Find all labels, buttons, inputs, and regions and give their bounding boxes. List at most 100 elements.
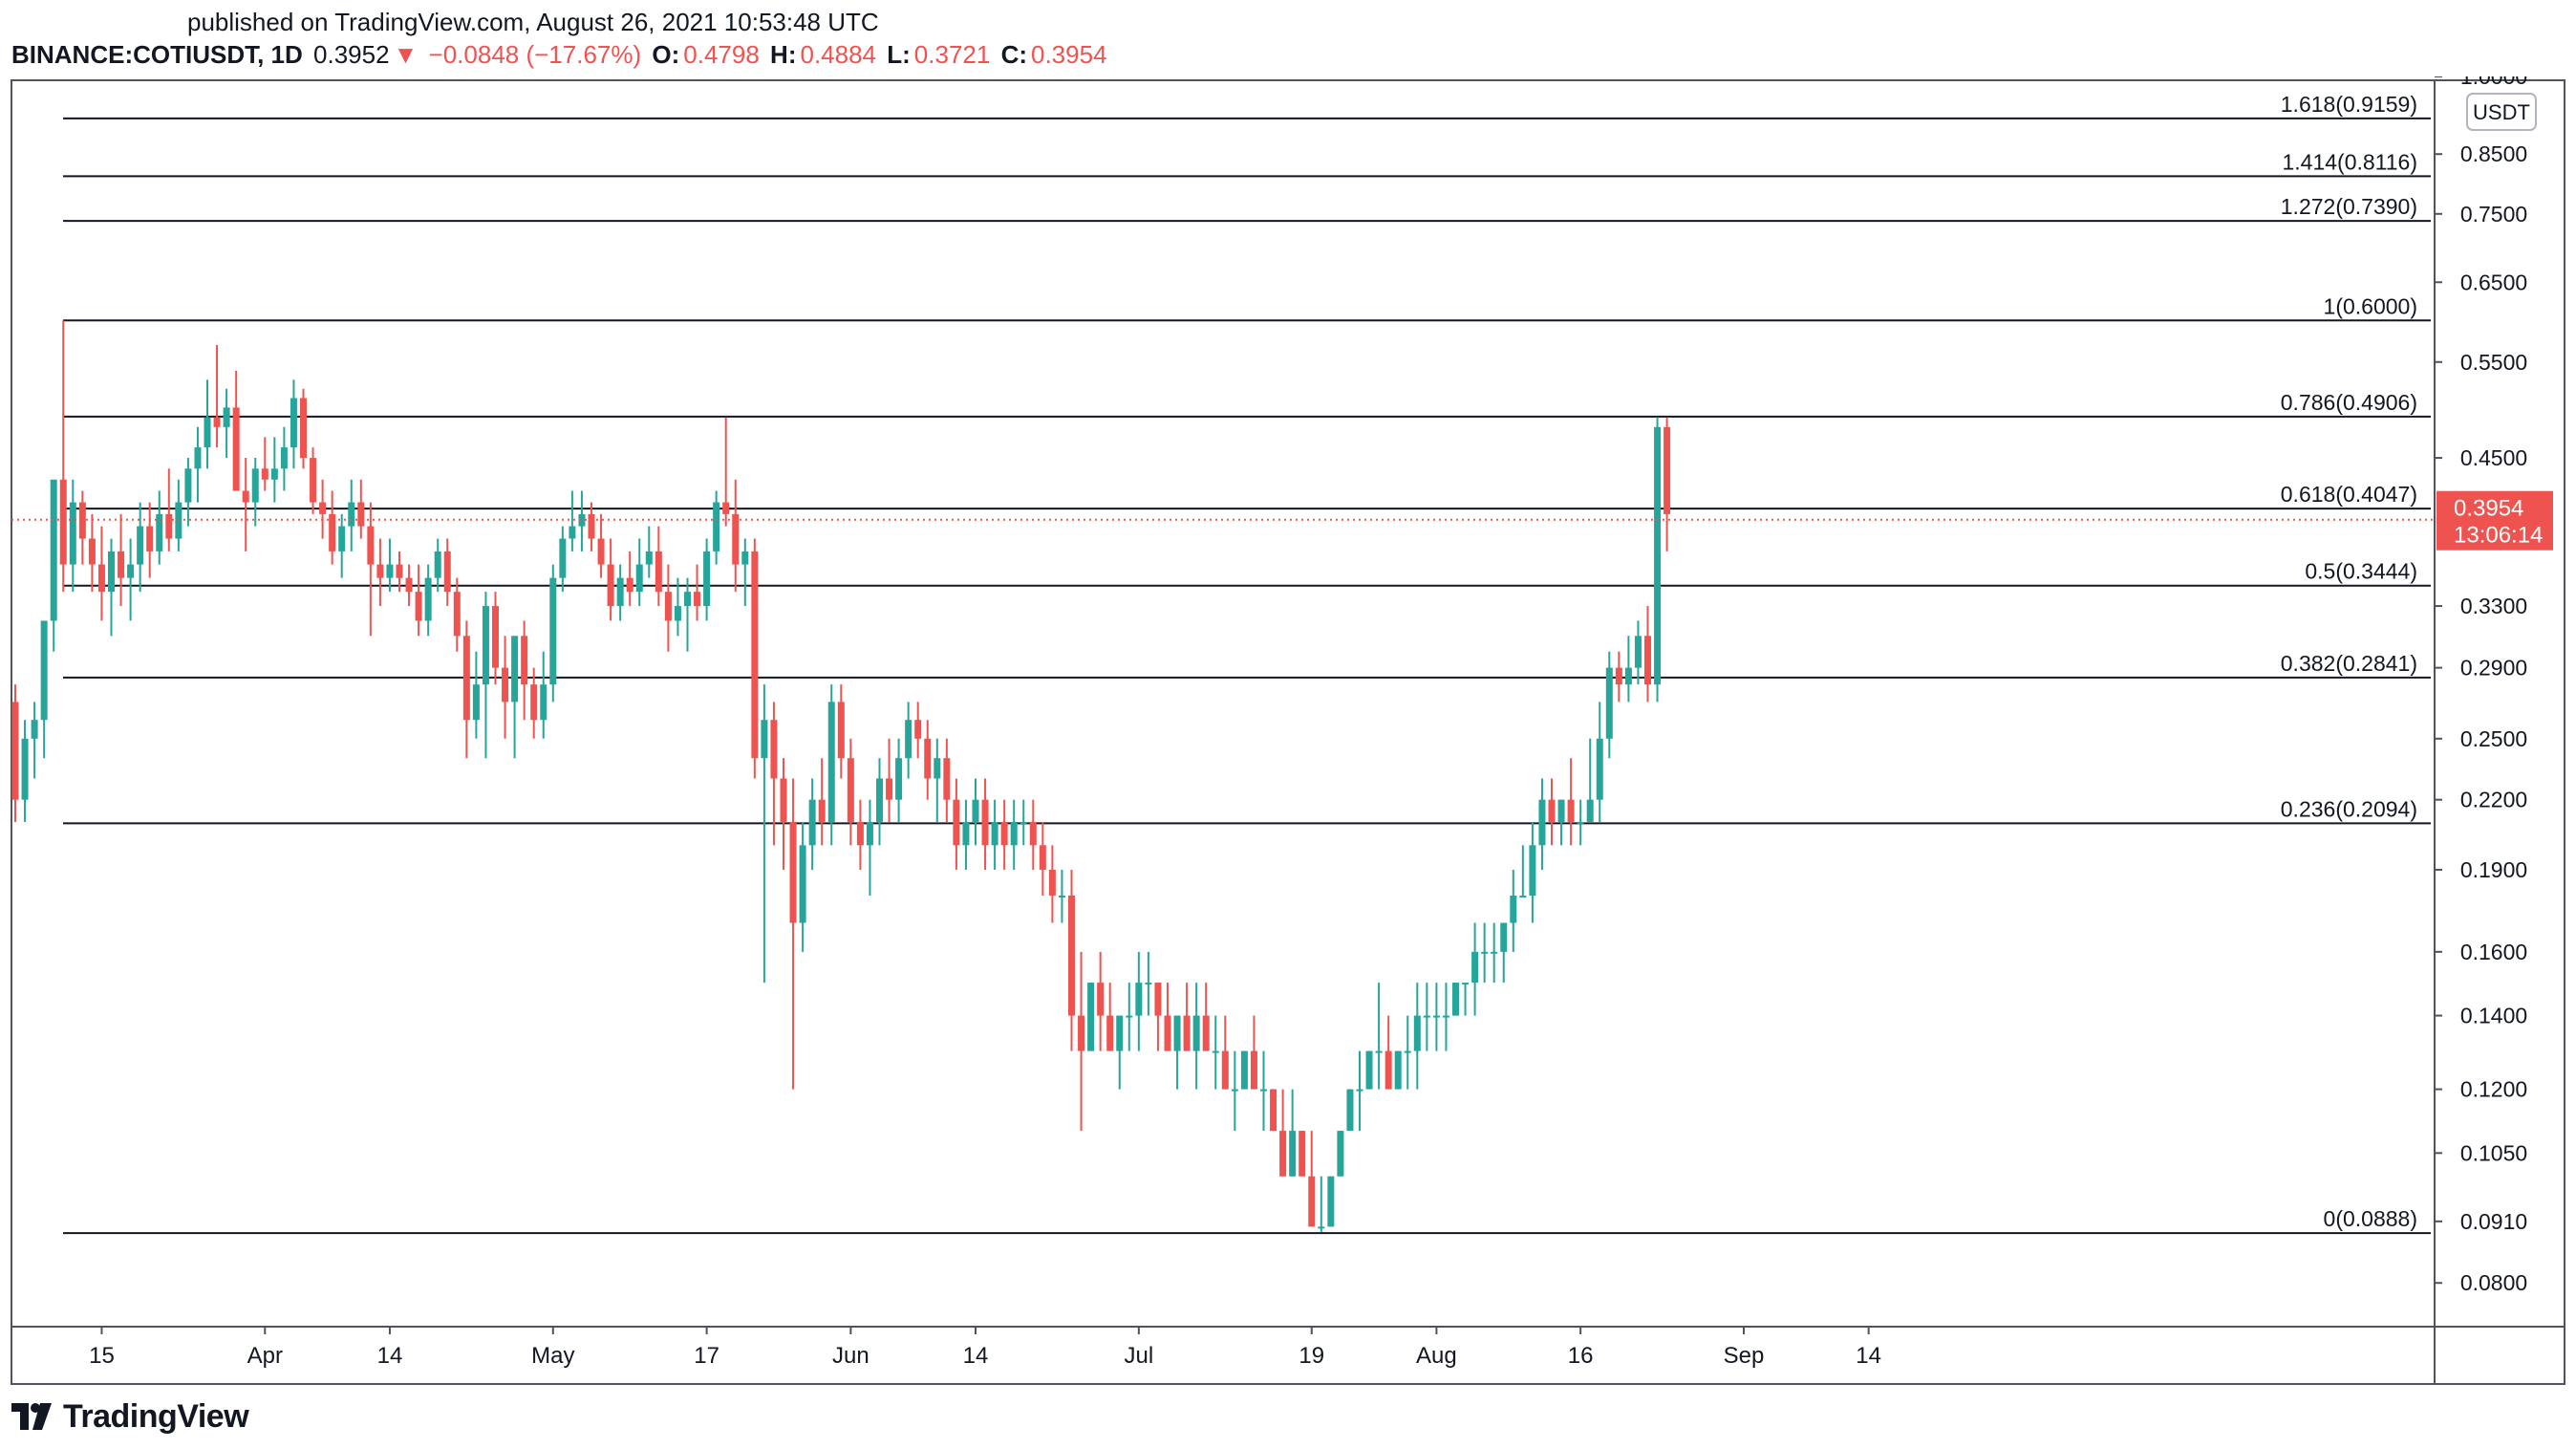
- candle-body: [1308, 1176, 1316, 1227]
- candle: [270, 437, 278, 503]
- candle-body: [40, 620, 48, 721]
- time-axis[interactable]: 15 Apr 14 May 17 Jun 14 Jul 19 Aug 16 Sep 14: [89, 1327, 1881, 1369]
- currency-badge[interactable]: USDT: [2466, 93, 2537, 131]
- candle: [1327, 1176, 1335, 1227]
- candle-body: [1087, 983, 1095, 1051]
- candle: [405, 564, 413, 607]
- candle-body: [270, 468, 278, 480]
- candle-body: [242, 490, 249, 503]
- candle: [1586, 738, 1594, 822]
- candle-body: [137, 526, 144, 565]
- candle-body: [761, 720, 768, 759]
- candle: [827, 684, 835, 846]
- candle: [626, 551, 633, 607]
- candle: [895, 738, 903, 822]
- candle: [722, 417, 730, 527]
- price-chart[interactable]: 1.618(0.9159) 1.414(0.8116) 1.272(0.7390) 1…: [0, 76, 2576, 1395]
- candle: [799, 821, 806, 952]
- candle-body: [1510, 895, 1517, 923]
- candle: [1654, 417, 1662, 703]
- fib-level-label: 0.236(0.2094): [2281, 796, 2417, 821]
- candle: [1087, 983, 1095, 1051]
- candle-body: [1231, 1089, 1238, 1092]
- candle-body: [540, 684, 547, 721]
- candle-body: [511, 636, 519, 703]
- candle: [1375, 983, 1383, 1090]
- candle: [396, 551, 403, 593]
- candle: [1413, 983, 1421, 1090]
- candle: [1029, 799, 1037, 870]
- candle-body: [530, 684, 538, 721]
- candle-countdown: 13:06:14: [2454, 523, 2543, 549]
- candle-body: [991, 821, 998, 846]
- candle: [1126, 983, 1133, 1051]
- candle: [213, 344, 221, 448]
- fib-level-label: 0.618(0.4047): [2281, 482, 2417, 507]
- candle-body: [1116, 1015, 1124, 1051]
- candle: [876, 758, 883, 846]
- candle: [1221, 1015, 1229, 1090]
- price-tick-label: 0.1900: [2460, 857, 2527, 882]
- candle: [146, 502, 154, 578]
- candle-body: [453, 592, 461, 637]
- candle-body: [482, 606, 489, 685]
- candle: [780, 758, 787, 870]
- tradingview-logo[interactable]: TradingView: [11, 1395, 249, 1438]
- candle-body: [866, 821, 873, 846]
- candle-body: [1462, 983, 1470, 985]
- candle-body: [59, 479, 67, 565]
- price-tick-label: 0.1600: [2460, 940, 2527, 964]
- candle-body: [1432, 1015, 1440, 1018]
- price-tick-label: 0.8500: [2460, 141, 2527, 166]
- candle-body: [876, 778, 883, 822]
- candle-body: [559, 538, 567, 578]
- candle: [59, 320, 67, 593]
- candle-body: [1279, 1131, 1287, 1177]
- candle: [1462, 983, 1470, 1016]
- candle-body: [924, 738, 932, 779]
- time-tick-label: Sep: [1724, 1343, 1765, 1369]
- candle: [1423, 983, 1430, 1051]
- candle: [1145, 951, 1152, 1016]
- candle-body: [962, 821, 970, 846]
- candle: [1289, 1089, 1297, 1177]
- price-tick-label: 1.0000: [2460, 76, 2527, 89]
- candle-body: [319, 502, 327, 514]
- candle-body: [1202, 1015, 1210, 1051]
- candle: [761, 684, 768, 984]
- price-axis[interactable]: 1.0000 0.8500 0.7500 0.6500 0.5500 0.4500 0.33…: [2435, 76, 2527, 1295]
- symbol-label[interactable]: BINANCE:COTIUSDT, 1D: [11, 40, 303, 69]
- candle-body: [204, 417, 211, 448]
- candle: [1452, 983, 1459, 1016]
- candle: [645, 526, 653, 578]
- open-value: 0.4798: [683, 40, 760, 69]
- candle: [943, 738, 951, 822]
- candle-body: [1577, 821, 1584, 824]
- low-label: L:: [887, 40, 911, 69]
- candle-body: [808, 799, 816, 846]
- time-tick-label: 14: [377, 1343, 403, 1369]
- close-label: C:: [1000, 40, 1027, 69]
- fib-level-label: 0.5(0.3444): [2305, 559, 2417, 584]
- candle: [1510, 869, 1517, 952]
- candle-body: [434, 551, 441, 578]
- candle: [905, 702, 912, 779]
- candle: [914, 702, 922, 759]
- open-label: O:: [652, 40, 680, 69]
- fibonacci-levels[interactable]: 1.618(0.9159) 1.414(0.8116) 1.272(0.7390) 1…: [63, 92, 2431, 1235]
- price-tick-label: 0.0910: [2460, 1209, 2527, 1234]
- candle-body: [1500, 922, 1508, 952]
- candle-body: [1346, 1089, 1354, 1132]
- candle: [1481, 922, 1489, 984]
- candle-body: [367, 526, 375, 565]
- candle: [1116, 1015, 1124, 1090]
- time-tick-label: 14: [963, 1343, 989, 1369]
- candle: [1164, 983, 1171, 1051]
- candle: [280, 426, 288, 491]
- candle-body: [1529, 845, 1536, 896]
- candle-body: [232, 407, 240, 491]
- candle: [1664, 417, 1671, 551]
- candle-body: [1586, 799, 1594, 822]
- candle: [953, 778, 960, 870]
- candle-body: [981, 799, 989, 846]
